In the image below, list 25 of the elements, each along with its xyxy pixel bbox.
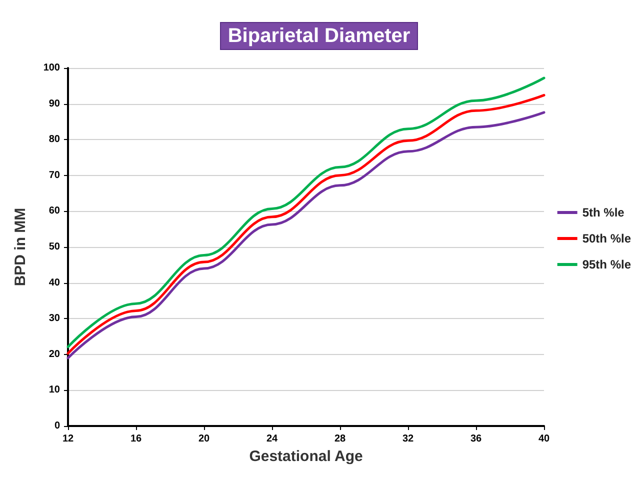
y-tick-label: 30 <box>48 313 60 324</box>
x-tick-label: 40 <box>538 434 550 444</box>
y-tick-label: 40 <box>48 277 60 288</box>
y-axis-title: BPD in MM <box>12 208 29 286</box>
y-tick-label: 100 <box>43 62 60 74</box>
y-tick-label: 10 <box>48 384 60 396</box>
y-tick-label: 60 <box>48 206 60 217</box>
legend-label: 95th %le <box>582 258 632 272</box>
x-tick-label: 28 <box>334 434 346 444</box>
legend-label: 5th %le <box>582 206 625 220</box>
y-tick-label: 70 <box>48 170 60 181</box>
y-tick-label: 90 <box>48 98 60 110</box>
x-tick-label: 16 <box>130 434 142 444</box>
y-tick-label: 0 <box>54 420 60 432</box>
legend-label: 50th %le <box>582 232 632 246</box>
x-tick-label: 24 <box>266 434 278 444</box>
y-tick-label: 80 <box>48 134 60 146</box>
x-tick-label: 20 <box>198 434 210 444</box>
y-tick-label: 20 <box>48 348 60 360</box>
x-tick-label: 36 <box>470 434 482 444</box>
y-tick-label: 50 <box>48 242 60 252</box>
chart-title: Biparietal Diameter <box>228 25 410 47</box>
x-tick-label: 32 <box>402 434 414 444</box>
x-axis-title: Gestational Age <box>249 448 363 465</box>
x-tick-label: 12 <box>62 434 74 444</box>
